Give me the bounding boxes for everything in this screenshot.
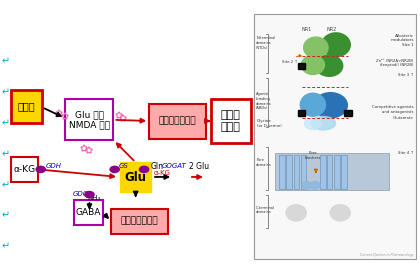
FancyBboxPatch shape	[301, 155, 306, 189]
Text: Current Opinion in Pharmacology: Current Opinion in Pharmacology	[360, 253, 414, 257]
Text: ↵: ↵	[2, 149, 10, 159]
Circle shape	[139, 166, 149, 172]
Ellipse shape	[302, 181, 312, 189]
Text: ✿: ✿	[119, 114, 127, 124]
Text: Glu 受體
NMDA 受體: Glu 受體 NMDA 受體	[69, 110, 110, 129]
FancyBboxPatch shape	[294, 155, 299, 189]
Text: Allosteric
modulators
Site 1: Allosteric modulators Site 1	[390, 34, 414, 47]
Ellipse shape	[286, 205, 306, 221]
Text: Site 2 ↑: Site 2 ↑	[282, 60, 298, 64]
Text: ↵: ↵	[2, 180, 10, 190]
FancyBboxPatch shape	[211, 99, 251, 143]
Circle shape	[36, 166, 45, 172]
FancyBboxPatch shape	[111, 209, 168, 234]
Text: 固殺草: 固殺草	[18, 101, 35, 111]
Text: α-KG: α-KG	[13, 165, 35, 174]
Text: ↵: ↵	[2, 211, 10, 221]
FancyBboxPatch shape	[65, 99, 113, 140]
Text: Zn²⁺ (NR2A>NR2B)
ifenprodil (NR2B): Zn²⁺ (NR2A>NR2B) ifenprodil (NR2B)	[376, 59, 414, 67]
Text: Pore
domains: Pore domains	[256, 158, 272, 167]
Text: ↵: ↵	[2, 118, 10, 128]
Text: 抑制性神經傳導: 抑制性神經傳導	[121, 217, 158, 226]
FancyBboxPatch shape	[254, 14, 416, 259]
FancyBboxPatch shape	[327, 155, 332, 189]
Ellipse shape	[311, 181, 320, 189]
Text: 神經毒
生殖毒: 神經毒 生殖毒	[221, 110, 241, 132]
Text: Pore
blockers: Pore blockers	[305, 151, 321, 160]
FancyBboxPatch shape	[275, 153, 388, 190]
Text: ✿: ✿	[60, 113, 68, 123]
Text: ✿: ✿	[114, 111, 123, 121]
FancyBboxPatch shape	[298, 63, 305, 69]
Text: GABA: GABA	[76, 208, 101, 217]
FancyBboxPatch shape	[120, 162, 151, 192]
Text: Competitive agonists
and antagonists: Competitive agonists and antagonists	[372, 105, 414, 114]
Text: NR2: NR2	[327, 27, 337, 32]
Text: ↵: ↵	[2, 87, 10, 97]
Text: GDC: GDC	[73, 191, 89, 197]
FancyBboxPatch shape	[344, 110, 352, 116]
Text: 2 Glu: 2 Glu	[189, 162, 210, 171]
Text: GOGAT: GOGAT	[162, 163, 186, 169]
FancyBboxPatch shape	[334, 155, 340, 189]
FancyBboxPatch shape	[10, 90, 42, 123]
FancyBboxPatch shape	[341, 155, 346, 189]
Circle shape	[85, 192, 94, 198]
Ellipse shape	[302, 55, 325, 74]
Ellipse shape	[304, 37, 328, 58]
FancyBboxPatch shape	[74, 200, 103, 225]
Ellipse shape	[304, 118, 321, 130]
FancyBboxPatch shape	[286, 155, 292, 189]
Text: Agonist
-binding
domains
(ABDs): Agonist -binding domains (ABDs)	[256, 92, 272, 110]
Text: α-KG: α-KG	[153, 170, 170, 176]
Ellipse shape	[322, 33, 350, 57]
Ellipse shape	[330, 205, 350, 221]
FancyBboxPatch shape	[10, 157, 38, 182]
Ellipse shape	[300, 93, 326, 116]
Text: Glycine
(or D-serine): Glycine (or D-serine)	[257, 119, 282, 128]
Text: ↵: ↵	[2, 57, 10, 67]
Text: ✿: ✿	[80, 144, 88, 154]
Text: NH₃: NH₃	[88, 195, 101, 201]
Text: GDH: GDH	[45, 163, 61, 169]
Text: NR1: NR1	[302, 27, 312, 32]
FancyBboxPatch shape	[298, 110, 305, 116]
Text: Site 4 ↑: Site 4 ↑	[398, 151, 414, 155]
Text: Glu: Glu	[124, 171, 147, 184]
Text: Gln: Gln	[151, 162, 164, 171]
Text: C-terminal
domains: C-terminal domains	[256, 206, 275, 214]
Text: N-terminal
domains
(NTDs): N-terminal domains (NTDs)	[256, 36, 276, 50]
FancyBboxPatch shape	[149, 104, 206, 139]
Text: ✿: ✿	[55, 110, 63, 120]
FancyBboxPatch shape	[320, 155, 326, 189]
Text: Site 3 ↑: Site 3 ↑	[398, 73, 414, 77]
Text: ✿: ✿	[85, 147, 93, 157]
Ellipse shape	[316, 55, 343, 76]
Text: 興奮性神經傳導: 興奮性神經傳導	[159, 116, 196, 126]
Ellipse shape	[311, 116, 336, 130]
Ellipse shape	[314, 93, 347, 118]
Text: ↵: ↵	[2, 241, 10, 251]
FancyBboxPatch shape	[279, 155, 285, 189]
Circle shape	[110, 166, 119, 172]
Text: Glutamate: Glutamate	[393, 116, 414, 120]
Text: GS: GS	[119, 163, 129, 169]
